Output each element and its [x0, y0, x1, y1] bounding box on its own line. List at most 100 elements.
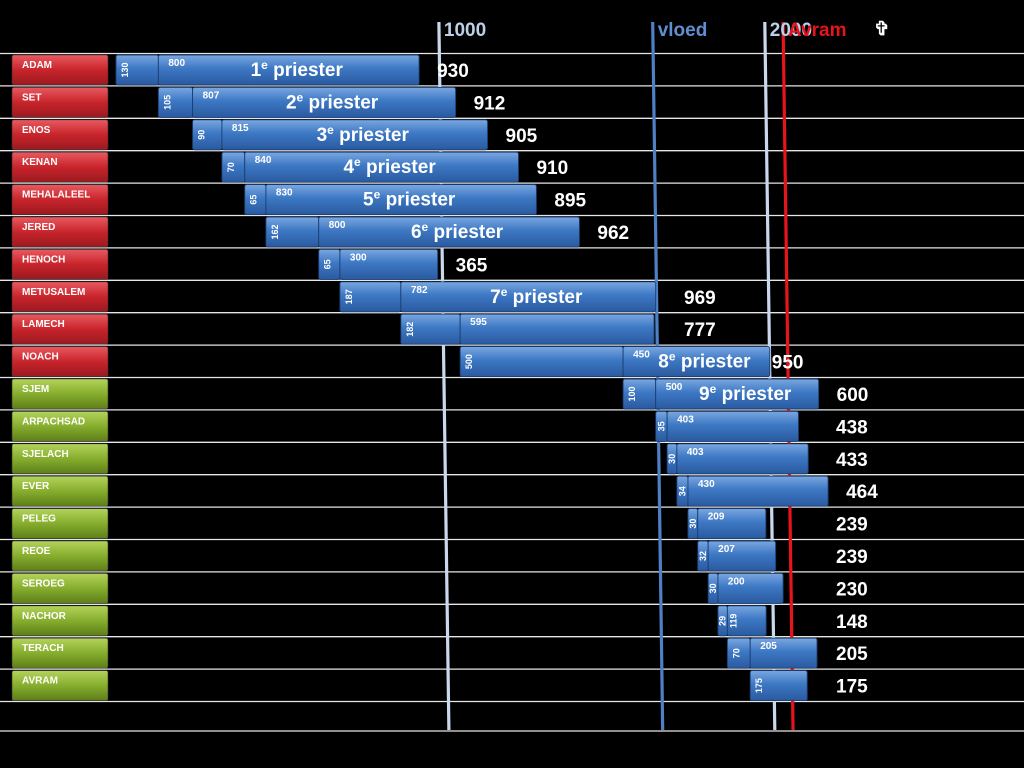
post-years-label: 300	[350, 252, 367, 263]
name-box	[11, 670, 109, 701]
pre-years-label: 182	[405, 322, 415, 337]
name-box	[11, 281, 109, 313]
pre-years-label: 29	[718, 616, 728, 626]
name-box	[11, 346, 109, 377]
pre-years-label: 35	[656, 421, 666, 431]
name-box	[11, 637, 109, 669]
total-age-label: 148	[836, 612, 868, 633]
total-age-label: 930	[437, 61, 469, 82]
priest-label: 3e priester	[317, 123, 410, 146]
person-row-lamech: LAMECH 182 595 777	[11, 313, 716, 345]
total-age-label: 239	[836, 547, 868, 568]
post-segment	[655, 378, 820, 410]
pre-years-label: 70	[226, 162, 236, 172]
pre-years-label: 70	[731, 648, 741, 658]
total-age-label: 433	[836, 450, 868, 471]
post-segment	[707, 540, 777, 572]
total-age-label: 365	[456, 255, 488, 276]
person-name: SJEM	[22, 384, 49, 395]
post-years-label: 430	[698, 479, 715, 490]
post-segment	[666, 410, 799, 442]
marker-label-vloed: vloed	[658, 20, 708, 41]
post-years-label: 403	[677, 414, 694, 425]
post-segment	[622, 346, 771, 378]
post-segment	[192, 86, 457, 118]
person-name: TERACH	[22, 643, 64, 654]
marker-label-1000: 1000	[444, 20, 486, 41]
cross-icon: ✞	[874, 19, 890, 40]
person-name: MEHALALEEL	[22, 190, 90, 201]
pre-years-label: 100	[627, 386, 637, 401]
person-row-reoe: REOE 32 207 239	[11, 540, 868, 572]
post-years-label: 840	[255, 155, 272, 166]
person-name: SET	[22, 92, 41, 103]
total-age-label: 175	[836, 677, 868, 698]
post-years-label: 800	[329, 220, 346, 231]
name-box	[11, 378, 109, 410]
total-age-label: 905	[506, 126, 538, 147]
person-row-terach: TERACH 70 205 205	[11, 637, 868, 669]
priest-label: 5e priester	[363, 188, 456, 211]
name-box	[11, 605, 109, 637]
total-age-label: 910	[536, 158, 568, 179]
total-age-label: 895	[554, 191, 586, 212]
pre-years-label: 162	[270, 224, 280, 239]
name-box	[11, 87, 109, 118]
name-box	[11, 313, 109, 345]
pre-years-label: 175	[754, 678, 764, 693]
post-years-label: 815	[232, 123, 249, 134]
person-row-avram: AVRAM 175 175	[11, 670, 868, 702]
post-years-label: 205	[760, 641, 777, 652]
post-segment	[687, 475, 829, 507]
post-years-label: 830	[276, 188, 293, 199]
name-box	[11, 508, 109, 539]
person-name: SJELACH	[22, 449, 69, 460]
person-name: REOE	[22, 546, 51, 557]
priest-label: 6e priester	[411, 220, 504, 243]
post-years-label: 450	[633, 350, 650, 361]
post-years-label: 403	[687, 447, 704, 458]
post-segment	[697, 508, 767, 540]
name-box	[11, 475, 109, 507]
person-row-ever: EVER 34 430 464	[11, 475, 878, 507]
person-row-mehalaleel: MEHALALEEL 65 830 5e priester 895	[11, 184, 587, 216]
marker-line-avram	[781, 21, 795, 731]
priest-label: 4e priester	[343, 155, 436, 178]
person-name: SEROEG	[22, 578, 65, 589]
post-years-label: 200	[728, 576, 745, 587]
person-name: LAMECH	[22, 319, 65, 330]
pre-segment	[749, 670, 808, 702]
person-row-nachor: NACHOR 29 119 148	[11, 605, 868, 637]
person-name: HENOCH	[22, 254, 65, 265]
person-name: METUSALEM	[22, 287, 85, 298]
total-age-label: 239	[836, 515, 868, 536]
person-row-adam: ADAM 130 800 1e priester 930	[11, 54, 469, 86]
post-segment	[318, 216, 580, 248]
total-age-label: 464	[846, 482, 878, 503]
person-name: ARPACHSAD	[22, 416, 85, 427]
total-age-label: 969	[684, 288, 716, 309]
name-box	[11, 443, 109, 475]
pre-years-label: 30	[667, 454, 677, 464]
person-name: PELEG	[22, 514, 56, 525]
post-years-label: 209	[708, 512, 725, 523]
pre-years-label: 30	[688, 519, 698, 529]
post-segment	[265, 184, 537, 216]
person-row-enos: ENOS 90 815 3e priester 905	[11, 119, 538, 151]
name-box	[11, 540, 109, 572]
pre-years-label: 65	[323, 259, 333, 269]
post-segment	[749, 637, 818, 669]
person-row-seroeg: SEROEG 30 200 230	[11, 572, 868, 604]
priest-label: 9e priester	[699, 382, 792, 405]
name-box	[11, 573, 109, 604]
name-box	[11, 151, 109, 183]
name-box	[11, 411, 109, 442]
person-name: AVRAM	[22, 676, 58, 687]
total-age-label: 962	[597, 223, 629, 244]
marker-label-avram: Avram	[788, 20, 846, 41]
post-segment	[221, 119, 488, 151]
person-row-metusalem: METUSALEM 187 782 7e priester 969	[11, 281, 716, 313]
total-age-label: 600	[837, 385, 869, 406]
pre-years-label: 105	[162, 95, 172, 110]
pre-years-label: 130	[120, 62, 130, 77]
